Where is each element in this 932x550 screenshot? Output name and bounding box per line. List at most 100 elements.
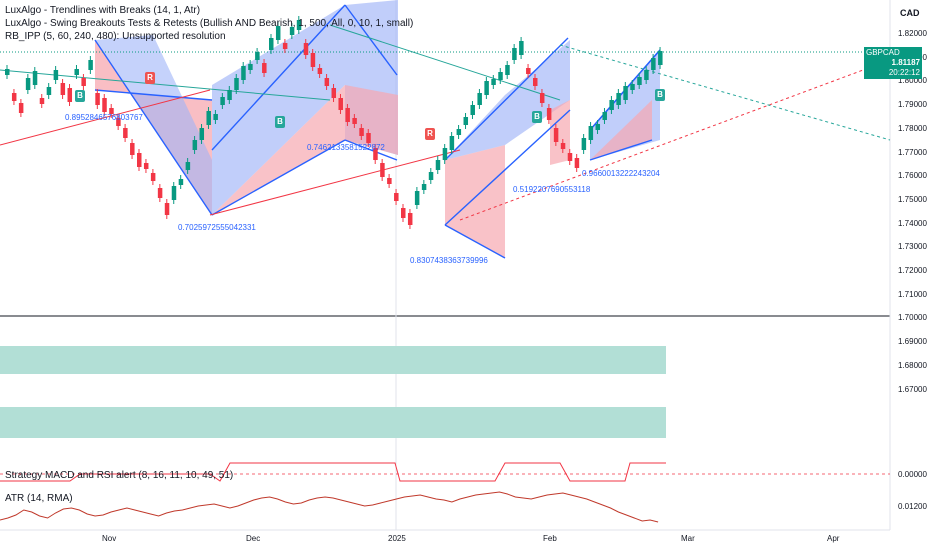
candle-body: [477, 93, 482, 105]
candle-body: [178, 179, 184, 185]
candle-body: [199, 128, 205, 140]
breakout-marker[interactable]: B: [655, 89, 665, 101]
channel-line: [444, 109, 571, 226]
channel-line: [444, 37, 569, 161]
candle-body: [498, 72, 503, 80]
price-axis-label: 1.82000: [898, 29, 927, 38]
channel-line: [344, 4, 398, 76]
candle-body: [428, 172, 434, 180]
candle-body: [255, 52, 260, 60]
price-axis-label: 1.78000: [898, 123, 927, 133]
candle-body: [630, 84, 635, 90]
candle-body: [18, 103, 24, 113]
bearish-channel-fill: [550, 100, 570, 165]
candle-body: [324, 78, 330, 86]
candle-body: [658, 51, 663, 65]
pattern-label: 0.8952846576803767: [65, 113, 143, 122]
breakout-marker[interactable]: R: [425, 128, 435, 140]
candle-body: [32, 71, 38, 85]
candle-body: [303, 43, 309, 55]
candle-body: [5, 69, 10, 75]
candle-body: [567, 153, 573, 161]
strategy-axis-value: 0.00000: [898, 470, 927, 479]
breakout-marker[interactable]: R: [145, 72, 155, 84]
price-tag-symbol: GBPCAD: [866, 48, 900, 57]
candle-body: [519, 41, 524, 55]
candle-body: [616, 93, 621, 105]
candle-body: [282, 43, 288, 49]
breakout-marker[interactable]: B: [75, 90, 85, 102]
candle-body: [275, 26, 281, 40]
candle-body: [470, 105, 475, 115]
candle-body: [609, 100, 614, 110]
legend-swing-breakouts[interactable]: LuxAlgo - Swing Breakouts Tests & Retest…: [5, 18, 414, 29]
candle-body: [25, 78, 31, 90]
candle-body: [262, 63, 267, 73]
time-label-nov: Nov: [102, 534, 117, 543]
candle-body: [102, 98, 107, 112]
candle-body: [317, 68, 323, 74]
candle-body: [602, 112, 607, 120]
candle-body: [269, 38, 274, 50]
strategy-legend[interactable]: Strategy MACD and RSI alert (8, 16, 11, …: [5, 470, 234, 481]
channel-line: [344, 139, 398, 161]
candle-body: [581, 138, 587, 150]
price-axis-label: 1.67000: [898, 384, 927, 394]
candle-body: [248, 64, 253, 70]
price-axis-label: 1.68000: [898, 360, 927, 370]
channel-line: [94, 89, 213, 101]
channel-line: [444, 224, 506, 259]
channel-line: [211, 4, 346, 151]
pattern-label: 0.7462133581522872: [307, 143, 385, 152]
indicator-legend: LuxAlgo - Trendlines with Breaks (14, 1,…: [5, 4, 413, 43]
candle-body: [88, 60, 93, 70]
price-axis-label: 1.77000: [898, 147, 927, 157]
channel-line: [589, 139, 653, 161]
candle-body: [227, 90, 232, 100]
candle-body: [67, 88, 73, 102]
candle-body: [39, 98, 45, 104]
candle-body: [338, 98, 343, 110]
candle-body: [164, 203, 170, 215]
candle-body: [512, 48, 517, 60]
candle-body: [456, 129, 462, 135]
candle-body: [491, 79, 496, 85]
legend-rb-ipp[interactable]: RB_IPP (5, 60, 240, 480): Unsupported re…: [5, 31, 226, 42]
candle-body: [296, 20, 302, 30]
price-axis-label: 1.72000: [898, 266, 927, 275]
atr-line: [0, 491, 659, 523]
bearish-channel-fill: [345, 85, 398, 155]
candle-body: [623, 86, 628, 100]
price-axis-label: 1.79000: [898, 100, 927, 110]
trendline-resistance: [329, 24, 561, 101]
candle-body: [484, 81, 489, 95]
current-price-tag: GBPCAD 1.81187 20:22:12: [864, 47, 922, 79]
pattern-label: 0.5192207690553118: [513, 185, 591, 194]
candle-body: [123, 128, 128, 138]
breakout-marker[interactable]: B: [532, 111, 542, 123]
candle-body: [463, 117, 469, 125]
support-zone: [0, 407, 666, 438]
candle-body: [213, 114, 218, 120]
support-zone: [0, 346, 666, 374]
price-axis-label: 1.76000: [898, 171, 927, 181]
channel-line: [94, 39, 213, 216]
candle-body: [137, 153, 142, 167]
candle-body: [95, 93, 100, 105]
candle-body: [574, 158, 580, 168]
legend-trendlines[interactable]: LuxAlgo - Trendlines with Breaks (14, 1,…: [5, 5, 201, 16]
pattern-label: 0.7025972555042331: [178, 223, 256, 232]
candle-body: [352, 118, 357, 124]
atr-legend[interactable]: ATR (14, RMA): [5, 493, 73, 504]
price-axis-label: 1.71000: [898, 289, 927, 299]
candle-body: [289, 27, 295, 35]
channel-line: [211, 139, 346, 216]
candle-body: [414, 191, 420, 205]
price-axis-label: 1.73000: [898, 242, 927, 252]
candle-body: [143, 163, 149, 169]
time-label-2025: 2025: [388, 534, 406, 543]
pattern-label: 0.9660013222243204: [582, 169, 660, 178]
breakout-marker[interactable]: B: [275, 116, 285, 128]
time-label-mar: Mar: [681, 534, 695, 543]
